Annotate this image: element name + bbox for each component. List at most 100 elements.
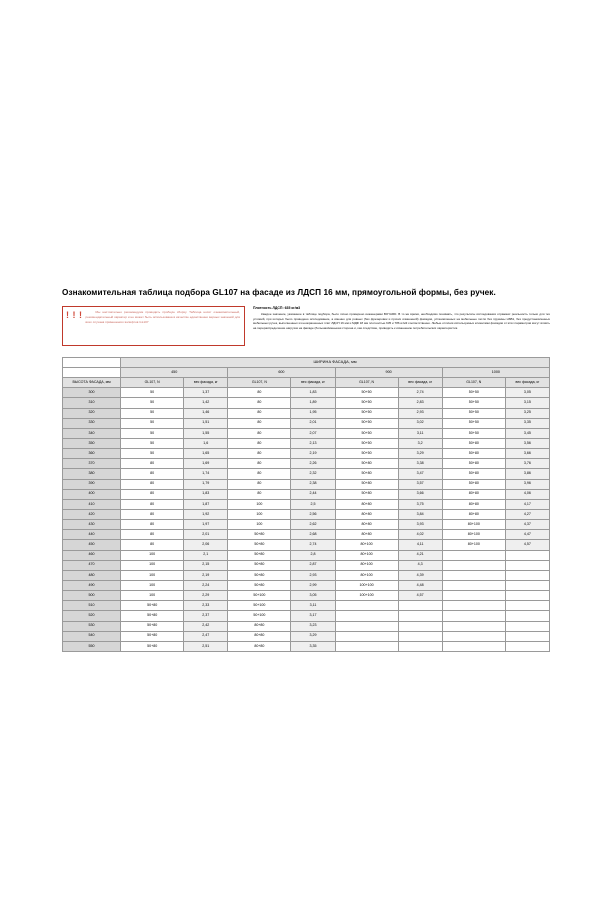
empty-cell xyxy=(397,600,443,612)
weight-cell-w600: 2,44 xyxy=(290,488,336,500)
force-cell-w450: 50 xyxy=(120,417,185,429)
height-cell: 490 xyxy=(61,579,122,592)
weight-cell-w900: 3,57 xyxy=(397,478,443,490)
force-cell-w600: 50+80 xyxy=(227,579,292,592)
empty-cell xyxy=(441,590,506,602)
header-force-900: GL107, N xyxy=(334,377,399,389)
header-width-span: ШИРИНА ФАСАДА, мм xyxy=(120,356,550,368)
weight-cell-w1000: 4,17 xyxy=(504,498,551,510)
weight-cell-w600: 2,07 xyxy=(290,427,336,439)
table-row: 360 50 1,65 80 2,19 50+50 3,29 50+80 3,66 xyxy=(61,448,551,460)
force-cell-w450: 50 xyxy=(120,407,185,419)
force-cell-w900: 100+100 xyxy=(334,590,399,602)
force-cell-w450: 50+80 xyxy=(120,640,185,652)
height-cell: 550 xyxy=(61,640,122,652)
table-row: 490 100 2,24 50+80 2,99 100+100 4,48 xyxy=(61,579,551,592)
weight-cell-w450: 2,51 xyxy=(183,640,229,652)
table-row: 540 50+80 2,47 80+80 3,29 xyxy=(61,630,551,642)
table-row: 370 80 1,69 80 2,26 50+80 3,38 50+80 3,76 xyxy=(61,458,551,470)
empty-cell xyxy=(504,620,551,632)
weight-cell-w1000: 4,47 xyxy=(504,529,551,541)
table-row: 450 80 2,06 50+80 2,74 80+100 4,11 80+100 4,57 xyxy=(61,539,551,551)
table-row: 480 100 2,19 50+80 2,93 80+100 4,39 xyxy=(61,569,551,581)
header-group-1000: 1000 xyxy=(441,366,551,379)
force-cell-w600: 80 xyxy=(227,437,292,450)
weight-cell-w1000: 3,25 xyxy=(504,407,551,419)
force-cell-w450: 80 xyxy=(120,539,185,551)
header-height-label: ВЫСОТА ФАСАДА, мм xyxy=(61,377,122,389)
table-row: 530 50+80 2,42 80+80 3,23 xyxy=(61,620,551,632)
height-cell: 380 xyxy=(61,468,122,480)
force-cell-w600: 80 xyxy=(227,468,292,480)
weight-cell-w450: 2,19 xyxy=(183,569,229,581)
height-cell: 450 xyxy=(61,539,122,551)
empty-cell xyxy=(504,590,551,602)
empty-cell xyxy=(441,579,506,592)
weight-cell-w900: 3,11 xyxy=(397,427,443,439)
weight-cell-w900: 3,2 xyxy=(397,437,443,450)
table-head: ШИРИНА ФАСАДА, мм 450 600 900 1000 ВЫСОТ… xyxy=(61,356,551,389)
weight-cell-w1000: 4,57 xyxy=(504,539,551,551)
empty-cell xyxy=(504,569,551,581)
force-cell-w600: 50+80 xyxy=(227,549,292,561)
weight-cell-w600: 3,23 xyxy=(290,620,336,632)
weight-cell-w450: 2,47 xyxy=(183,630,229,642)
exclamation-icon: ! ! ! xyxy=(66,309,83,320)
force-cell-w600: 50+80 xyxy=(227,539,292,551)
force-cell-w900: 50+50 xyxy=(334,417,399,429)
table-row: 470 100 2,15 50+80 2,87 80+100 4,3 xyxy=(61,559,551,571)
table-row: 550 50+80 2,51 80+80 3,35 xyxy=(61,640,551,652)
weight-cell-w450: 1,83 xyxy=(183,488,229,500)
height-cell: 400 xyxy=(61,488,122,500)
weight-cell-w900: 4,57 xyxy=(397,590,443,602)
empty-cell xyxy=(441,610,506,622)
weight-cell-w450: 1,79 xyxy=(183,478,229,490)
force-cell-w1000: 50+50 xyxy=(441,397,506,409)
weight-cell-w1000: 3,15 xyxy=(504,397,551,409)
height-cell: 470 xyxy=(61,559,122,571)
density-note-text: Каждое значение, указанное в таблице под… xyxy=(253,311,550,331)
density-note: Плотность ЛДСП: 635 кг/м3 Каждое значени… xyxy=(253,306,550,331)
empty-cell xyxy=(504,600,551,612)
weight-cell-w600: 2,19 xyxy=(290,448,336,460)
weight-cell-w900: 3,84 xyxy=(397,508,443,521)
force-cell-w900: 50+50 xyxy=(334,427,399,439)
weight-cell-w600: 1,83 xyxy=(290,387,336,399)
height-cell: 360 xyxy=(61,448,122,460)
table-row: 520 50+80 2,37 50+100 3,17 xyxy=(61,610,551,622)
empty-cell xyxy=(441,549,506,561)
force-cell-w900: 50+50 xyxy=(334,387,399,399)
table-body: 300 50 1,37 80 1,83 50+50 2,74 50+50 3,05 310 50 1,… xyxy=(61,387,551,652)
header-weight-600: вес фасада, кг xyxy=(290,377,336,389)
weight-cell-w600: 3,17 xyxy=(290,610,336,622)
weight-cell-w600: 2,26 xyxy=(290,458,336,470)
weight-cell-w450: 2,01 xyxy=(183,529,229,541)
empty-cell xyxy=(441,559,506,571)
weight-cell-w1000: 3,45 xyxy=(504,427,551,439)
height-cell: 340 xyxy=(61,427,122,439)
weight-cell-w1000: 4,06 xyxy=(504,488,551,500)
force-cell-w900: 50+80 xyxy=(334,468,399,480)
empty-cell xyxy=(441,600,506,612)
header-weight-900: вес фасада, кг xyxy=(397,377,443,389)
force-cell-w600: 80 xyxy=(227,407,292,419)
force-cell-w1000: 50+50 xyxy=(441,387,506,399)
header-group-450: 450 xyxy=(120,366,229,379)
force-cell-w600: 80 xyxy=(227,397,292,409)
empty-cell xyxy=(504,630,551,642)
force-cell-w900: 50+80 xyxy=(334,458,399,470)
weight-cell-w900: 4,21 xyxy=(397,549,443,561)
force-cell-w450: 50 xyxy=(120,437,185,450)
header-force-600: GL107, N xyxy=(227,377,292,389)
weight-cell-w1000: 3,35 xyxy=(504,417,551,429)
weight-cell-w1000: 3,56 xyxy=(504,437,551,450)
force-cell-w600: 50+80 xyxy=(227,569,292,581)
empty-cell xyxy=(397,610,443,622)
force-cell-w900: 80+80 xyxy=(334,519,399,531)
force-cell-w600: 50+80 xyxy=(227,529,292,541)
height-cell: 310 xyxy=(61,397,122,409)
force-cell-w600: 80 xyxy=(227,387,292,399)
force-cell-w450: 50 xyxy=(120,427,185,439)
weight-cell-w1000: 4,27 xyxy=(504,508,551,521)
